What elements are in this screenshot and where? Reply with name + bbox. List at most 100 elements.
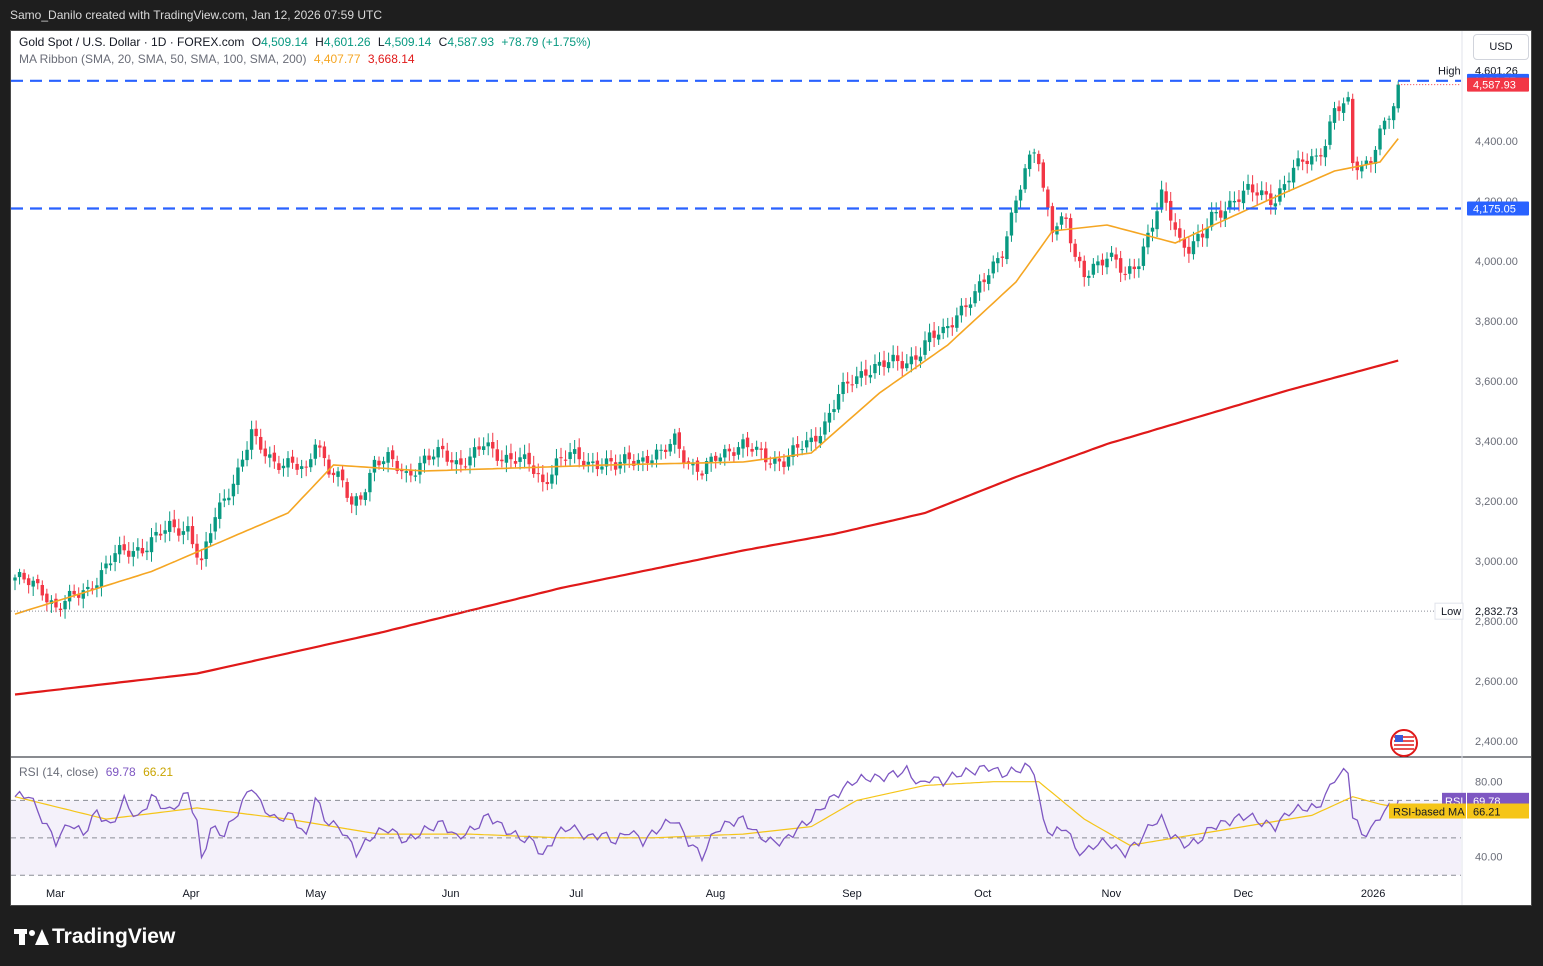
open-label: O [251, 35, 262, 49]
candle-body [1214, 212, 1218, 214]
candle-body [1323, 146, 1328, 158]
low-value: 4,509.14 [384, 35, 432, 49]
candle-body [1187, 246, 1191, 254]
time-axis-label: Apr [182, 888, 199, 900]
candle-body [818, 436, 823, 444]
candle-body [168, 520, 172, 532]
price-axis-tick-label: 4,400.00 [1475, 136, 1518, 148]
price-axis-tick-label: 3,200.00 [1475, 496, 1518, 508]
candle-body [509, 453, 513, 460]
candle-body [231, 483, 236, 497]
candle-body [1314, 155, 1318, 157]
candle-body [704, 461, 709, 474]
candle-body [1237, 199, 1241, 202]
candle-body [764, 448, 768, 463]
time-axis-label: Dec [1234, 888, 1254, 900]
rsi-value: 69.78 [105, 765, 136, 779]
candle-body [491, 441, 495, 449]
price-axis-tick-label: 4,000.00 [1475, 256, 1518, 268]
candle-body [354, 496, 358, 506]
candle-body [1332, 108, 1337, 123]
candle-body [1346, 97, 1350, 102]
rsi-ma-line [14, 781, 1399, 846]
candle-body [413, 475, 418, 477]
time-axis-label: Jun [442, 888, 460, 900]
candle-body [1164, 191, 1168, 203]
ma-ribbon-title[interactable]: MA Ribbon (SMA, 20, SMA, 50, SMA, 100, S… [19, 52, 307, 66]
candle-body [1241, 190, 1246, 204]
candle-body [131, 551, 135, 557]
candle-body [700, 473, 704, 476]
candle-body [463, 466, 468, 468]
close-value: 4,587.93 [447, 35, 495, 49]
candle-body [1005, 236, 1009, 260]
candle-body [54, 598, 58, 608]
candle-body [1387, 118, 1391, 120]
candle-body [800, 449, 804, 451]
candle-body [122, 544, 126, 551]
candle-body [636, 459, 641, 465]
candle-body [795, 444, 800, 448]
candle-body [600, 466, 604, 470]
candle-body [1000, 256, 1005, 258]
candle-body [1109, 252, 1114, 257]
candle-body [1396, 84, 1400, 109]
candle-body [868, 374, 873, 378]
candle-body [613, 462, 618, 470]
candle-body [946, 326, 950, 329]
last-price-tag-bg [1467, 77, 1529, 92]
attribution-text: Samo_Danilo created with TradingView.com… [10, 8, 382, 22]
ma-legend: MA Ribbon (SMA, 20, SMA, 50, SMA, 100, S… [19, 52, 415, 66]
candle-body [158, 533, 163, 536]
candle-body [782, 461, 786, 468]
currency-button[interactable]: USD [1473, 34, 1529, 60]
candle-body [1046, 189, 1050, 208]
candle-body [855, 376, 859, 384]
rsi-title[interactable]: RSI (14, close) [19, 765, 99, 779]
ma200-value: 3,668.14 [367, 52, 415, 66]
candle-body [459, 458, 463, 465]
candle-body [236, 467, 240, 485]
candle-body [1341, 103, 1346, 113]
last-price-tag: 4,587.93 [1473, 80, 1516, 92]
low-marker-label: Low [1441, 606, 1461, 618]
rsi-line [14, 762, 1399, 863]
symbol-title[interactable]: Gold Spot / U.S. Dollar · 1D · FOREX.com [19, 35, 245, 49]
candle-body [409, 469, 413, 476]
candle-body [909, 356, 914, 365]
low-marker-value: 2,832.73 [1475, 606, 1518, 618]
high-label: H [315, 35, 324, 49]
candle-body [322, 446, 327, 459]
candle-body [1369, 161, 1373, 164]
candle-body [263, 448, 267, 457]
time-axis-label: Sep [842, 888, 862, 900]
candle-body [1100, 259, 1105, 266]
chart-canvas[interactable]: 2,400.00 2,600.00 2,800.00 3,000.00 3,200.00… [11, 31, 1532, 906]
low-marker-box [1434, 602, 1464, 620]
candle-body [777, 458, 782, 462]
candle-body [682, 450, 686, 463]
candle-body [368, 472, 372, 493]
candle-body [1141, 246, 1146, 266]
candle-body [418, 462, 422, 475]
candle-body [522, 454, 527, 459]
candle-body [877, 361, 882, 366]
candle-body [40, 585, 44, 596]
candle-body [536, 473, 540, 475]
candle-body [650, 460, 654, 465]
candle-body [1287, 180, 1291, 183]
candle-body [1096, 261, 1100, 266]
candle-body [923, 340, 927, 355]
candle-body [381, 461, 386, 465]
candle-body [1082, 260, 1086, 278]
candle-body [1128, 266, 1132, 274]
support-price-tag: 4,175.05 [1473, 203, 1516, 215]
candle-body [1068, 218, 1073, 244]
candle-body [759, 448, 763, 450]
candle-body [845, 381, 850, 384]
price-axis-tick-label: 3,400.00 [1475, 436, 1518, 448]
chart-frame[interactable]: 2,400.00 2,600.00 2,800.00 3,000.00 3,200.00… [10, 30, 1532, 906]
candle-body [623, 454, 627, 464]
time-axis-label: Nov [1102, 888, 1122, 900]
candle-body [727, 448, 732, 452]
